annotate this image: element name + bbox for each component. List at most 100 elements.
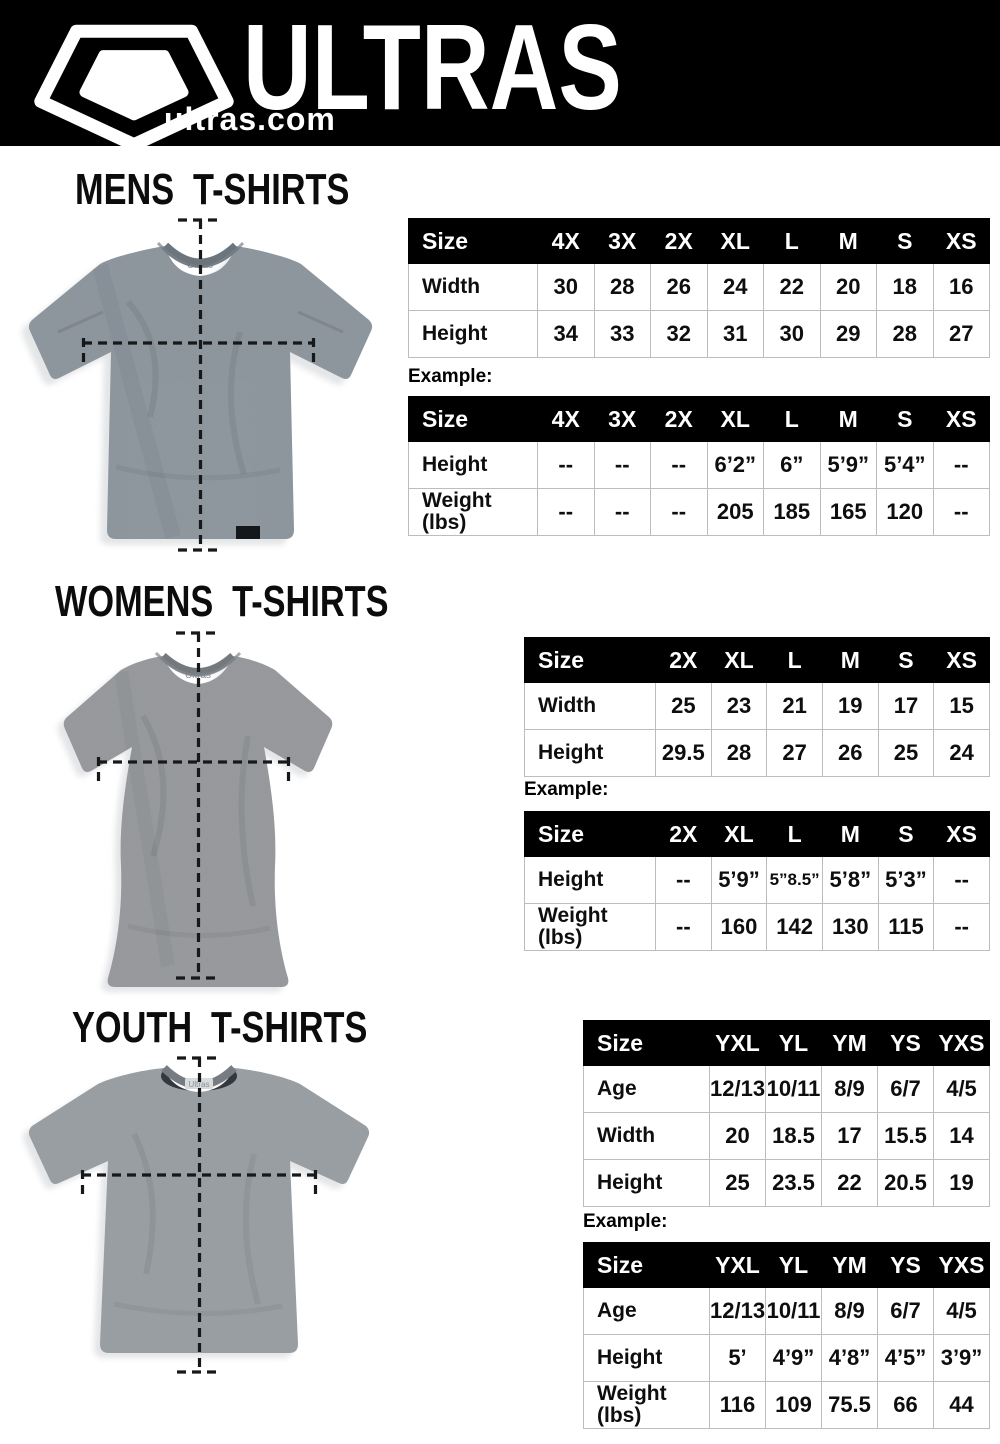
size-column-header: YL [765, 1020, 822, 1066]
size-column-header: S [876, 218, 934, 264]
size-column-header: XL [706, 396, 764, 442]
row-label: Weight (lbs) [408, 488, 538, 536]
size-column-header: XS [932, 396, 990, 442]
row-label: Weight (lbs) [583, 1381, 710, 1429]
table-cell: -- [650, 488, 708, 536]
size-table: Size 4X 3X 2X XL L M S XS Width 30 28 26 24 22 20 18 16 He… [408, 218, 990, 358]
table-cell: 20 [819, 263, 877, 311]
row-label: Height [524, 856, 656, 904]
size-column-header: YM [821, 1020, 878, 1066]
brand-wordmark: ULTRAS [243, 0, 622, 135]
table-cell: 18 [876, 263, 934, 311]
table-cell: 33 [593, 310, 651, 358]
size-column-header: 3X [593, 396, 651, 442]
table-cell: -- [537, 488, 595, 536]
table-row: Age 12/13 10/11 8/9 6/7 4/5 [583, 1287, 990, 1335]
table-cell: 22 [821, 1159, 878, 1207]
size-column-header: YS [877, 1242, 934, 1288]
hem-tag [236, 526, 260, 539]
size-column-header: 2X [650, 218, 708, 264]
table-cell: 4/5 [933, 1287, 990, 1335]
table-cell: 27 [932, 310, 990, 358]
table-cell: 18.5 [765, 1112, 822, 1160]
size-column-header: XL [710, 811, 768, 857]
mens-tshirt-image: Ultras [8, 212, 393, 562]
size-column-header: YS [877, 1020, 934, 1066]
collar-tag [185, 1078, 213, 1089]
table-cell: 10/11 [765, 1287, 822, 1335]
table-cell: 4’8” [821, 1334, 878, 1382]
womens-section-title: WOMENS T-SHIRTS [55, 577, 389, 626]
size-table: Size 4X 3X 2X XL L M S XS Height -- -- -- 6’2” 6” 5’9” 5… [408, 396, 990, 536]
size-column-header: M [819, 218, 877, 264]
table-cell: 6’2” [706, 441, 764, 489]
table-cell: -- [655, 856, 712, 904]
table-cell: 5’9” [819, 441, 877, 489]
mens-example-table: Size 4X 3X 2X XL L M S XS Height -- -- -- 6’2” 6” 5’9” 5… [408, 396, 990, 536]
table-cell: 185 [763, 488, 821, 536]
collar [161, 242, 240, 268]
table-cell: 116 [709, 1381, 766, 1429]
table-row: Height 34 33 32 31 30 29 28 27 [408, 310, 990, 358]
table-cell: 28 [710, 729, 768, 777]
table-cell: 66 [877, 1381, 934, 1429]
table-cell: 10/11 [765, 1065, 822, 1113]
table-cell: 25 [709, 1159, 766, 1207]
table-cell: -- [932, 488, 990, 536]
table-row: Height 5’ 4’9” 4’8” 4’5” 3’9” [583, 1334, 990, 1382]
size-column-header: YXS [933, 1242, 990, 1288]
youth-size-table: Size YXL YL YM YS YXS Age 12/13 10/11 8/9 6/7 4/5 Wi… [583, 1020, 990, 1207]
table-cell: 19 [933, 1159, 990, 1207]
youth-tshirt-graphic: Ultras [22, 1056, 370, 1374]
womens-example-table: Size 2X XL L M S XS Height -- 5’9” 5”8.5” 5’8” 5’3” -… [524, 811, 990, 951]
table-cell: 15.5 [877, 1112, 934, 1160]
table-cell: 5’9” [710, 856, 768, 904]
table-cell: 5’8” [821, 856, 879, 904]
table-row: Height 29.5 28 27 26 25 24 [524, 729, 990, 777]
table-cell: 26 [650, 263, 708, 311]
youth-example-table: Size YXL YL YM YS YXS Age 12/13 10/11 8/9 6/7 4/5 He… [583, 1242, 990, 1429]
youth-section-title: YOUTH T-SHIRTS [72, 1003, 368, 1052]
collar-seam [154, 651, 242, 677]
table-cell: 24 [706, 263, 764, 311]
table-cell: 142 [766, 903, 823, 951]
table-cell: 17 [821, 1112, 878, 1160]
size-column-header: S [877, 637, 935, 683]
table-cell: 115 [877, 903, 935, 951]
table-cell: 109 [765, 1381, 822, 1429]
mens-section-title: MENS T-SHIRTS [75, 165, 350, 214]
row-label: Weight (lbs) [524, 903, 656, 951]
table-row: Width 25 23 21 19 17 15 [524, 682, 990, 730]
table-cell: 160 [710, 903, 768, 951]
table-cell: 28 [593, 263, 651, 311]
table-cell: 25 [877, 729, 935, 777]
size-table-corner-header: Size [524, 637, 656, 683]
table-cell: 22 [763, 263, 821, 311]
size-column-header: YM [821, 1242, 878, 1288]
table-cell: 12/13 [709, 1287, 766, 1335]
size-column-header: 2X [650, 396, 708, 442]
size-column-header: 3X [593, 218, 651, 264]
measurement-lines [80, 1056, 318, 1374]
table-cell: -- [650, 441, 708, 489]
table-cell: 28 [876, 310, 934, 358]
table-cell: 205 [706, 488, 764, 536]
size-table: Size YXL YL YM YS YXS Age 12/13 10/11 8/9 6/7 4/5 He… [583, 1242, 990, 1429]
table-row: Weight (lbs) 116 109 75.5 66 44 [583, 1381, 990, 1429]
size-column-header: XS [933, 637, 990, 683]
table-cell: 6/7 [877, 1065, 934, 1113]
size-table: Size 2X XL L M S XS Width 25 23 21 19 17 15 Height 29.5… [524, 637, 990, 777]
row-label: Height [583, 1159, 710, 1207]
table-row: Weight (lbs) -- 160 142 130 115 -- [524, 903, 990, 951]
table-row: Height -- -- -- 6’2” 6” 5’9” 5’4” -- [408, 441, 990, 489]
table-cell: 8/9 [821, 1287, 878, 1335]
table-cell: -- [593, 488, 651, 536]
table-cell: 23 [710, 682, 768, 730]
table-row: Age 12/13 10/11 8/9 6/7 4/5 [583, 1065, 990, 1113]
table-cell: -- [932, 441, 990, 489]
table-row: Weight (lbs) -- -- -- 205 185 165 120 -- [408, 488, 990, 536]
row-label: Height [408, 310, 538, 358]
table-cell: 29 [819, 310, 877, 358]
womens-size-table: Size 2X XL L M S XS Width 25 23 21 19 17 15 Height 29.5… [524, 637, 990, 777]
